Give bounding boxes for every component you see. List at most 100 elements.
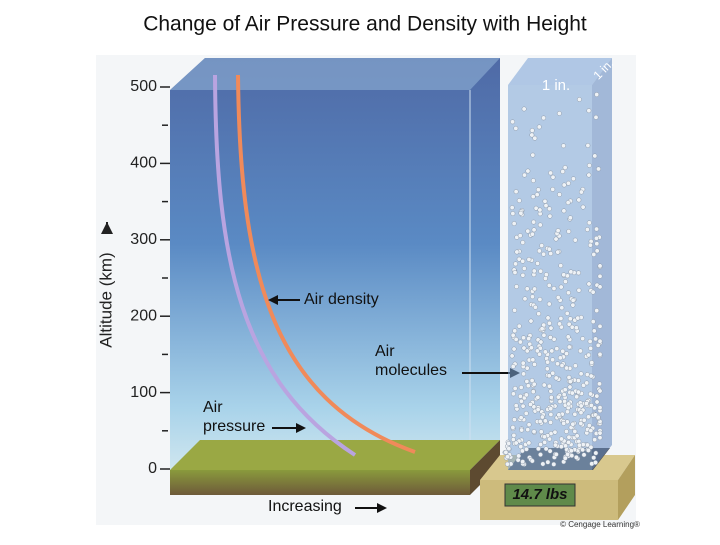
molecule bbox=[535, 187, 541, 193]
molecule bbox=[524, 446, 529, 452]
molecule bbox=[529, 458, 535, 464]
molecule bbox=[513, 440, 519, 446]
molecule bbox=[566, 434, 572, 440]
molecule bbox=[523, 410, 529, 416]
molecule bbox=[521, 266, 527, 271]
molecule bbox=[529, 127, 535, 133]
molecule bbox=[511, 221, 517, 227]
molecule bbox=[578, 371, 584, 377]
molecule bbox=[520, 360, 526, 366]
molecule bbox=[526, 257, 532, 262]
molecule bbox=[597, 351, 603, 357]
molecule bbox=[562, 165, 568, 171]
molecule bbox=[512, 386, 518, 391]
molecule bbox=[530, 152, 536, 158]
molecule bbox=[519, 448, 525, 454]
molecule bbox=[531, 381, 537, 387]
ground-side bbox=[470, 440, 500, 495]
molecule bbox=[584, 401, 589, 406]
molecule bbox=[581, 452, 587, 458]
molecule bbox=[594, 399, 600, 405]
molecule bbox=[567, 215, 573, 221]
molecule bbox=[532, 361, 537, 367]
molecule bbox=[562, 387, 568, 393]
molecule bbox=[510, 211, 516, 217]
molecule bbox=[557, 355, 563, 361]
molecules bbox=[502, 92, 603, 467]
air-molecules-label: Air bbox=[375, 343, 395, 360]
molecule bbox=[516, 198, 522, 204]
molecule bbox=[517, 233, 523, 239]
molecule bbox=[591, 252, 597, 257]
molecule bbox=[553, 375, 559, 381]
molecule bbox=[513, 261, 519, 267]
molecule bbox=[518, 384, 524, 390]
molecule bbox=[593, 336, 599, 342]
molecule bbox=[542, 349, 548, 355]
molecule bbox=[586, 162, 592, 168]
credit: © Cengage Learning® bbox=[560, 520, 640, 529]
molecule bbox=[552, 429, 558, 435]
molecule bbox=[574, 394, 580, 400]
atmosphere-box bbox=[170, 58, 500, 470]
axis-label: Altitude (km) bbox=[96, 252, 115, 347]
molecule bbox=[537, 419, 543, 424]
molecule bbox=[545, 359, 551, 365]
molecule bbox=[567, 316, 573, 322]
molecule bbox=[512, 270, 518, 275]
molecule bbox=[565, 200, 571, 206]
molecule bbox=[539, 326, 545, 332]
molecule bbox=[552, 442, 558, 448]
density-pointer-head bbox=[268, 295, 278, 305]
molecule bbox=[572, 363, 578, 369]
molecule bbox=[520, 403, 526, 409]
molecule bbox=[531, 219, 537, 225]
molecule bbox=[557, 321, 563, 327]
molecule bbox=[537, 222, 543, 228]
molecule bbox=[511, 432, 517, 438]
molecule bbox=[592, 153, 598, 159]
molecule bbox=[581, 382, 586, 388]
molecule bbox=[585, 143, 591, 148]
molecule bbox=[578, 189, 584, 195]
air-pressure-label: pressure bbox=[203, 418, 265, 435]
molecule bbox=[509, 205, 515, 211]
molecule bbox=[569, 453, 575, 459]
altitude-axis: 0 100 200 300 400 500 bbox=[130, 78, 170, 477]
molecule bbox=[597, 263, 603, 269]
molecule bbox=[597, 405, 603, 411]
molecule bbox=[546, 246, 552, 252]
molecule bbox=[558, 444, 564, 450]
molecule bbox=[542, 439, 548, 445]
molecule bbox=[534, 348, 540, 354]
molecule bbox=[576, 270, 581, 276]
molecule bbox=[563, 428, 569, 434]
molecule bbox=[517, 339, 523, 345]
molecule bbox=[529, 132, 535, 138]
molecule bbox=[594, 241, 600, 247]
molecule bbox=[546, 373, 552, 379]
molecule bbox=[563, 279, 568, 285]
molecule bbox=[532, 304, 538, 310]
molecule bbox=[538, 339, 544, 345]
molecule bbox=[580, 204, 586, 210]
molecule bbox=[511, 391, 516, 397]
tick-label: 400 bbox=[130, 155, 157, 172]
molecule bbox=[512, 328, 518, 334]
molecule bbox=[521, 335, 527, 341]
molecule bbox=[545, 315, 551, 321]
molecule bbox=[570, 302, 576, 308]
molecule bbox=[570, 297, 576, 303]
molecule bbox=[597, 284, 603, 290]
molecule bbox=[576, 97, 582, 102]
molecule bbox=[546, 282, 552, 288]
molecule bbox=[526, 336, 532, 342]
molecule bbox=[518, 444, 524, 450]
air-pressure-label: Air bbox=[203, 399, 223, 416]
molecule bbox=[514, 284, 519, 290]
air-molecules-label: molecules bbox=[375, 362, 447, 379]
molecule bbox=[586, 423, 592, 428]
molecule bbox=[575, 315, 581, 321]
molecule bbox=[554, 346, 560, 352]
molecule bbox=[522, 172, 527, 178]
